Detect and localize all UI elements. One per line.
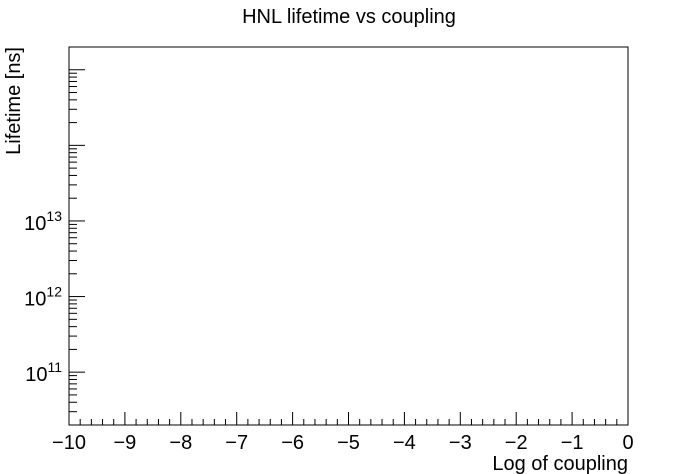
- x-tick-label: −4: [393, 432, 416, 454]
- x-axis-tick-labels: −10 −9 −8 −7 −6 −5 −4 −3 −2 −1 0: [52, 432, 634, 454]
- x-tick-label: −10: [52, 432, 86, 454]
- x-tick-label: −9: [113, 432, 136, 454]
- plot-frame: [68, 46, 629, 426]
- x-tick-label: −6: [281, 432, 304, 454]
- y-tick-label: 1012: [24, 284, 62, 311]
- x-axis-label: Log of coupling: [492, 453, 628, 474]
- x-tick-label: 0: [622, 432, 633, 454]
- y-axis-ticks: [69, 46, 85, 426]
- x-tick-label: −1: [561, 432, 584, 454]
- x-tick-label: −7: [225, 432, 248, 454]
- x-axis-ticks: [68, 412, 629, 425]
- chart-title: HNL lifetime vs coupling: [242, 6, 456, 28]
- y-tick-label: 1011: [25, 359, 62, 386]
- x-tick-label: −3: [449, 432, 472, 454]
- y-axis-tick-labels: 1011 1012 1013: [24, 208, 62, 386]
- y-tick-label: 1013: [24, 208, 62, 235]
- x-tick-label: −5: [337, 432, 360, 454]
- x-tick-label: −2: [505, 432, 528, 454]
- y-axis-label: Lifetime [ns]: [3, 47, 25, 155]
- x-tick-label: −8: [169, 432, 192, 454]
